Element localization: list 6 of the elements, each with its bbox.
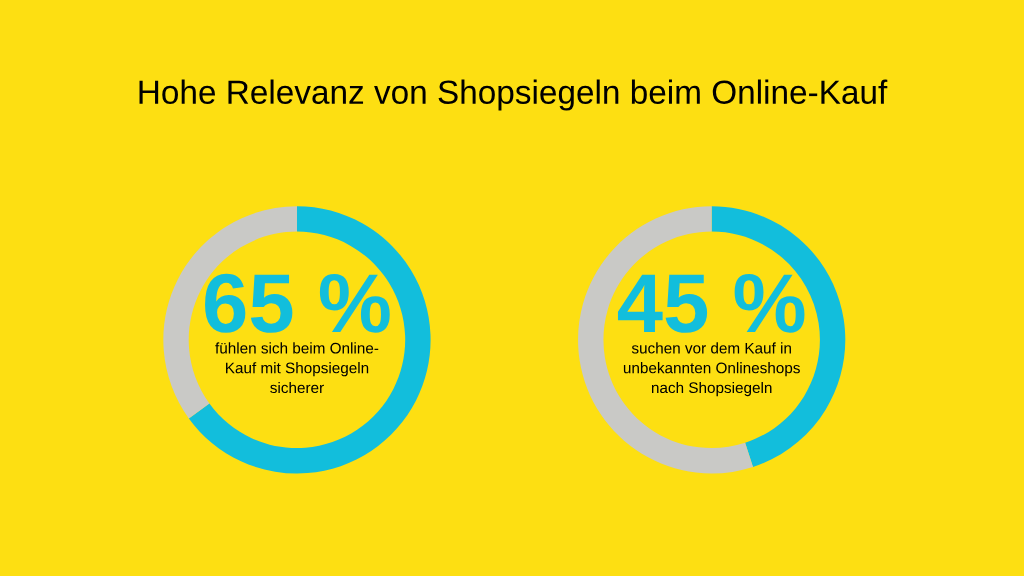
text: Hohe Relevanz von Shopsiegeln beim Online-Kauf (139, 79, 888, 111)
text: suchen vor dem Kauf in unbekannten Onlineshops nach Shopsiegeln (623, 342, 800, 397)
data-label: 65 % (205, 273, 390, 333)
data-label: 45 % (617, 274, 805, 333)
text: fühlen sich beim Online- Kauf mit Shopsiegeln sicherer (215, 342, 379, 394)
donut-slice (188, 206, 431, 474)
